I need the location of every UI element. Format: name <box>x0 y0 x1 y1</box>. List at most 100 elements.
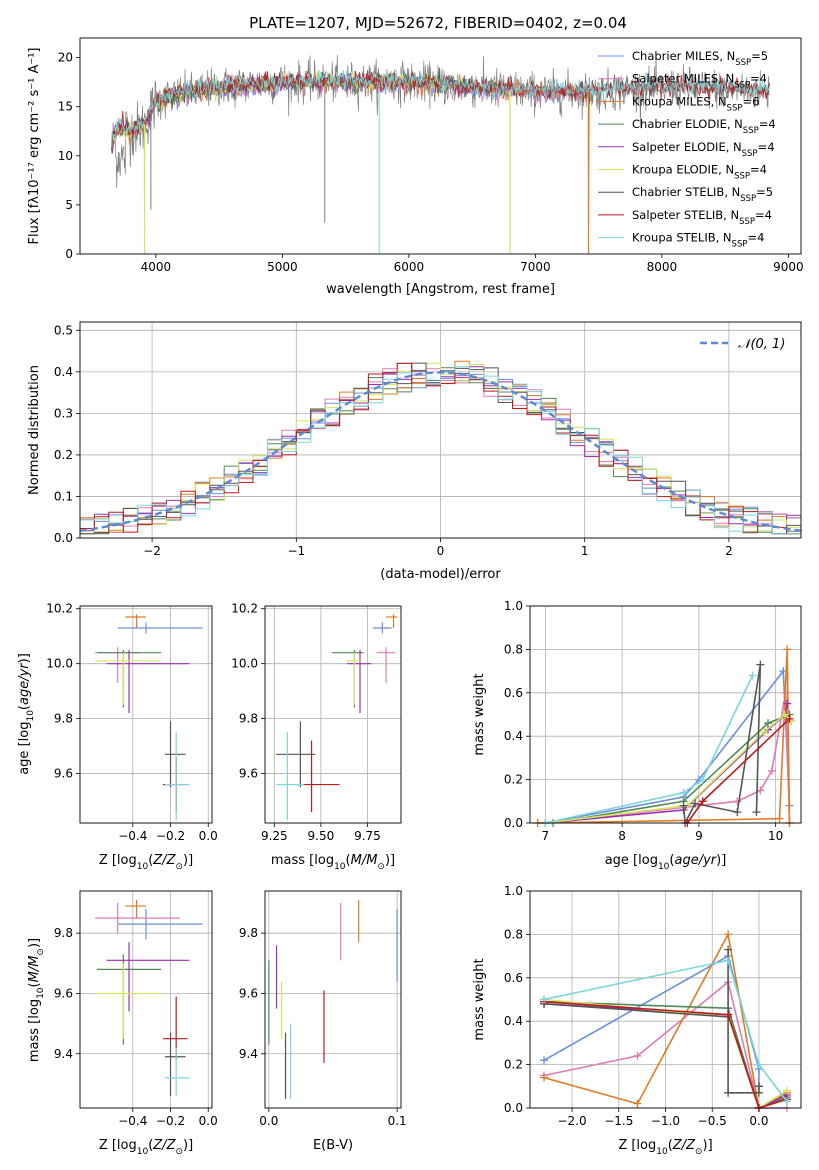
x-tick-label: −0.4 <box>118 1114 147 1128</box>
x-axis-label: (data-model)/error <box>380 567 501 582</box>
x-tick-label: 9000 <box>773 260 804 274</box>
x-tick-label: 0.0 <box>259 1114 278 1128</box>
y-tick-label: 0.2 <box>504 773 523 787</box>
y-tick-label: 0.4 <box>54 365 73 379</box>
errorbar-point <box>125 614 146 628</box>
age_vs_Z-axes: −0.4 −0.2 0.0 9.6 9.8 10.0 10.2 Z [log10(Z/Z⊙)]… <box>17 602 218 872</box>
weight-marker <box>691 799 700 808</box>
y-tick-label: 10.2 <box>46 602 73 616</box>
y-tick-label: 1.0 <box>504 599 523 613</box>
errorbar-point <box>125 900 146 919</box>
x-axis-label: age [log10(age/yr)] <box>605 853 727 872</box>
y-tick-label: 0.1 <box>54 489 73 503</box>
axes-frame <box>79 37 802 255</box>
weight-marker <box>724 930 733 939</box>
y-tick-label: 0.2 <box>54 448 73 462</box>
weight-marker <box>540 1073 549 1082</box>
errorbar-point <box>298 740 340 813</box>
weight-series-line <box>545 675 754 824</box>
axes-frame <box>529 890 802 1109</box>
y-tick-label: 0.5 <box>54 323 73 337</box>
y-axis-label: mass weight <box>472 673 487 755</box>
axes-frame <box>264 890 402 1109</box>
axes-frame <box>264 605 402 824</box>
histograms <box>80 360 801 535</box>
x-tick-label: 7 <box>542 829 550 843</box>
axes-frame <box>79 890 213 1109</box>
x-axis-label: Z [log10(Z/Z⊙)] <box>99 1138 193 1157</box>
y-tick-label: 0 <box>65 247 73 261</box>
y-tick-label: 10.0 <box>231 657 258 671</box>
weight-marker <box>748 671 757 680</box>
errorbar-point <box>164 721 186 788</box>
spectrum-lines <box>111 54 770 254</box>
weight-marker <box>767 766 776 775</box>
x-axis-label: mass [log10(M/M⊙)] <box>271 853 395 872</box>
weight-marker <box>698 775 707 784</box>
errorbar-point <box>376 647 396 683</box>
weight-marker <box>724 956 733 965</box>
weight-series-line <box>543 959 788 1102</box>
x-tick-label: 10 <box>768 829 783 843</box>
y-tick-label: 9.4 <box>239 1047 258 1061</box>
mass_vs_ebv-axes: 0.0 0.1 9.4 9.6 9.8 E(B-V) <box>239 890 407 1153</box>
x-tick-label: −2 <box>143 544 161 558</box>
y-axis-label: Normed distribution <box>27 365 42 495</box>
x-tick-label: 1 <box>581 544 589 558</box>
x-axis-label: wavelength [Angstrom, rest frame] <box>326 282 555 297</box>
errorbar-point <box>117 622 203 634</box>
errorbar-point <box>346 652 362 705</box>
residuals-axes: −2 −1 0 1 2 0.0 0.1 0.2 0.3 0.4 0.5 𝒩(0, 1) (data-mo… <box>27 321 802 582</box>
spectrum-model-line <box>111 67 770 151</box>
errorbar-point <box>276 721 316 788</box>
spectrum-model-line <box>111 69 770 140</box>
x-tick-label: −0.2 <box>156 1114 185 1128</box>
weight-lines <box>533 645 796 827</box>
y-tick-label: 0.4 <box>504 729 523 743</box>
x-tick-label: 0.0 <box>199 829 218 843</box>
x-tick-label: 9.50 <box>308 829 335 843</box>
x-tick-label: 6000 <box>394 260 425 274</box>
y-tick-label: 10.0 <box>46 657 73 671</box>
weight-marker <box>698 797 707 806</box>
weight-marker <box>540 1056 549 1065</box>
x-axis-label: E(B-V) <box>313 1138 353 1153</box>
weight-marker <box>782 1097 791 1106</box>
y-tick-label: 1.0 <box>504 884 523 898</box>
x-tick-label: 0.0 <box>749 1114 768 1128</box>
weight-marker <box>754 1082 763 1091</box>
y-tick-label: 10.2 <box>231 602 258 616</box>
weight-marker <box>785 714 794 723</box>
x-tick-label: −0.5 <box>698 1114 727 1128</box>
weight-marker <box>760 727 769 736</box>
massweight_vs_Z-axes: −2.0 −1.5 −1.0 −0.5 0.0 0.0 0.2 0.4 0.6 0.8 1.0 mas… <box>472 884 802 1157</box>
weight-marker <box>679 801 688 810</box>
x-tick-label: −1.0 <box>651 1114 680 1128</box>
weight-marker <box>782 1086 791 1095</box>
x-tick-label: 2 <box>725 544 733 558</box>
axes-frame <box>529 605 802 824</box>
massweight_vs_age-axes: 7 8 9 10 0.0 0.2 0.4 0.6 0.8 1.0 mass weight age [l… <box>472 599 802 872</box>
y-tick-label: 0.0 <box>504 816 523 830</box>
x-tick-label: −0.2 <box>156 829 185 843</box>
y-tick-label: 9.6 <box>239 767 258 781</box>
weight-marker <box>724 945 733 954</box>
y-tick-label: 0.0 <box>504 1101 523 1115</box>
weight-marker <box>754 1060 763 1069</box>
age_vs_mass-axes: 9.25 9.50 9.75 9.6 9.8 10.0 10.2 mass [log10(M/… <box>231 602 402 872</box>
errorbars <box>276 614 398 821</box>
errorbars <box>95 900 203 1096</box>
x-tick-label: 8000 <box>647 260 678 274</box>
y-tick-label: 0.2 <box>504 1058 523 1072</box>
weight-marker <box>733 808 742 817</box>
weight-marker <box>783 699 792 708</box>
errorbar-point <box>164 1047 190 1096</box>
y-tick-label: 9.6 <box>239 986 258 1000</box>
x-tick-label: −1 <box>287 544 305 558</box>
x-tick-label: 5000 <box>267 260 298 274</box>
weight-marker <box>752 808 761 817</box>
y-axis-label: Flux [fλ10⁻¹⁷ erg cm⁻² s⁻¹ A⁻¹] <box>27 48 42 245</box>
y-axis-label: age [log10(age/yr)] <box>17 653 36 775</box>
